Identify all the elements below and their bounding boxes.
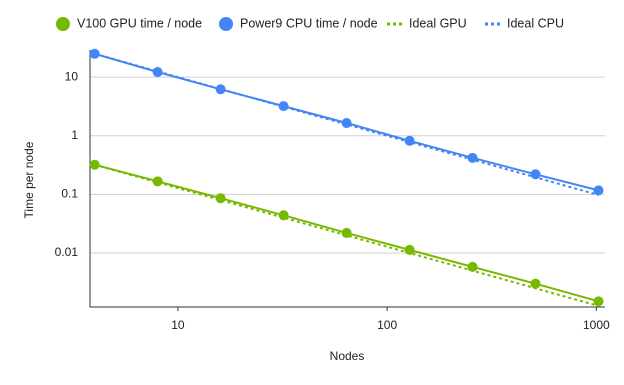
data-point	[593, 185, 604, 196]
data-point	[341, 227, 352, 238]
legend-label: Ideal CPU	[507, 16, 564, 30]
x-axis-title: Nodes	[330, 349, 365, 363]
x-tick-label: 10	[171, 318, 185, 332]
data-point	[152, 67, 163, 78]
y-tick-label: 1	[71, 128, 78, 142]
data-point	[278, 101, 289, 112]
data-point	[404, 135, 415, 146]
legend-swatch	[219, 17, 233, 31]
data-point	[593, 296, 604, 307]
data-point	[467, 152, 478, 163]
legend-label: V100 GPU time / node	[77, 16, 202, 30]
x-tick-label: 1000	[583, 318, 610, 332]
y-axis-title: Time per node	[22, 141, 36, 218]
data-point	[215, 193, 226, 204]
legend: V100 GPU time / node Power9 CPU time / no…	[56, 16, 564, 31]
legend-label: Power9 CPU time / node	[240, 16, 378, 30]
data-point	[467, 261, 478, 272]
legend-swatch	[56, 17, 70, 31]
data-point	[278, 210, 289, 221]
data-point	[152, 176, 163, 187]
y-tick-label: 0.1	[61, 187, 78, 201]
data-point	[404, 244, 415, 255]
y-tick-label: 10	[65, 69, 79, 83]
data-point	[89, 48, 100, 59]
data-point	[530, 169, 541, 180]
legend-label: Ideal GPU	[409, 16, 467, 30]
data-point	[215, 84, 226, 95]
data-point	[530, 278, 541, 289]
data-point	[89, 159, 100, 170]
x-tick-label: 100	[377, 318, 397, 332]
y-tick-label: 0.01	[55, 245, 79, 259]
data-point	[341, 117, 352, 128]
